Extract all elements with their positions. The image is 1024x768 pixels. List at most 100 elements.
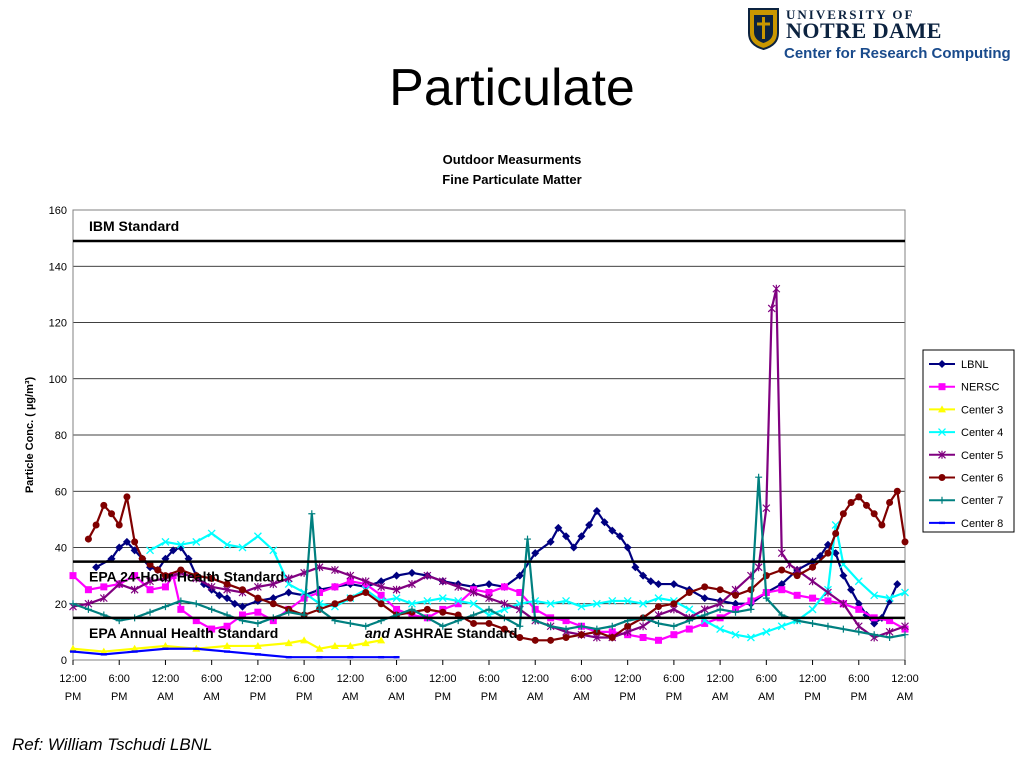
data-point <box>146 546 154 555</box>
x-tick-label: 6:00 <box>478 673 499 685</box>
data-point <box>193 647 200 650</box>
data-point <box>832 529 840 537</box>
reference-lines: IBM Standard EPA 24-Hour Health Standard E… <box>73 218 905 641</box>
data-point <box>347 655 354 659</box>
data-point <box>615 532 624 541</box>
data-point <box>84 605 92 613</box>
data-point <box>362 622 370 630</box>
chart-title-line-2: Fine Particulate Matter <box>442 172 581 187</box>
data-point <box>685 625 693 633</box>
y-tick-label: 80 <box>55 430 67 442</box>
data-point <box>253 582 262 591</box>
legend-item: Center 4 <box>929 427 1003 439</box>
data-point <box>146 586 154 594</box>
x-tick-label-ampm: PM <box>250 691 267 703</box>
series-line <box>72 647 397 659</box>
data-point <box>793 572 801 580</box>
data-point <box>215 591 224 600</box>
data-point <box>269 600 277 608</box>
data-point <box>115 521 123 529</box>
legend-label: NERSC <box>961 382 1000 394</box>
series-layer <box>69 284 909 659</box>
legend-item: Center 6 <box>929 473 1003 485</box>
data-point <box>223 622 231 630</box>
data-point <box>361 577 370 586</box>
data-point <box>754 563 763 572</box>
data-point <box>208 625 216 633</box>
data-point <box>577 532 586 541</box>
data-point <box>531 549 540 558</box>
reference-line-label: IBM Standard <box>89 218 179 234</box>
data-point <box>146 577 154 586</box>
data-point <box>731 630 740 639</box>
data-point <box>269 580 278 589</box>
data-point <box>777 622 786 631</box>
data-point <box>162 647 169 650</box>
data-point <box>485 605 493 613</box>
data-point <box>223 540 232 549</box>
notre-dame-seal-icon <box>748 8 779 51</box>
data-point <box>207 529 216 538</box>
data-point <box>516 589 524 596</box>
data-point <box>146 608 154 616</box>
x-tick-label-ampm: AM <box>527 691 544 703</box>
data-point <box>755 473 763 481</box>
data-point <box>115 543 124 552</box>
data-point <box>808 577 817 586</box>
data-point <box>716 605 724 613</box>
data-point <box>439 622 447 630</box>
data-point <box>685 589 693 596</box>
data-point <box>669 580 678 589</box>
data-point <box>70 650 76 653</box>
chart-title: Outdoor Measurments Fine Particulate Mat… <box>442 152 581 187</box>
data-point <box>330 641 339 649</box>
data-point <box>346 619 354 627</box>
legend-swatch-marker <box>938 496 946 504</box>
data-point <box>84 535 92 543</box>
legend-item: Center 3 <box>929 404 1003 416</box>
slide-title: Particulate <box>389 59 635 117</box>
data-point <box>824 622 832 630</box>
data-point <box>547 622 555 630</box>
data-point <box>639 622 647 631</box>
data-point <box>839 625 847 633</box>
data-point <box>767 304 776 313</box>
data-point <box>154 566 162 574</box>
data-point <box>177 605 185 613</box>
legend-swatch-marker <box>938 360 946 368</box>
y-tick-label: 100 <box>49 374 67 386</box>
data-point <box>100 653 107 656</box>
data-point <box>393 605 401 613</box>
data-point <box>854 577 863 586</box>
data-point <box>608 634 616 641</box>
x-tick-label: 12:00 <box>337 673 365 685</box>
data-point <box>893 487 901 495</box>
data-point <box>901 588 909 597</box>
data-point <box>654 619 662 627</box>
x-tick-label-ampm: PM <box>296 691 313 703</box>
data-point <box>747 605 755 613</box>
data-point <box>809 594 817 602</box>
data-point <box>408 599 416 608</box>
data-point <box>592 506 601 515</box>
data-point <box>407 568 416 577</box>
x-tick-label: 6:00 <box>756 673 777 685</box>
data-point <box>423 571 432 580</box>
x-tick-label-ampm: PM <box>804 691 821 703</box>
data-point <box>438 577 447 586</box>
data-point <box>284 574 293 583</box>
data-point <box>577 622 585 630</box>
data-point <box>500 625 508 633</box>
legend: LBNL NERSC Center 3 Center 4 Center 5 Center … <box>922 349 1015 533</box>
data-point <box>592 599 601 608</box>
data-point <box>377 591 385 599</box>
data-point <box>208 574 216 582</box>
data-point <box>377 577 386 586</box>
data-point <box>547 636 555 644</box>
data-point <box>131 650 138 653</box>
data-point <box>778 566 786 574</box>
data-point <box>316 605 324 613</box>
data-point <box>847 499 855 506</box>
data-point <box>454 600 462 608</box>
x-tick-label-ampm: AM <box>897 691 914 703</box>
